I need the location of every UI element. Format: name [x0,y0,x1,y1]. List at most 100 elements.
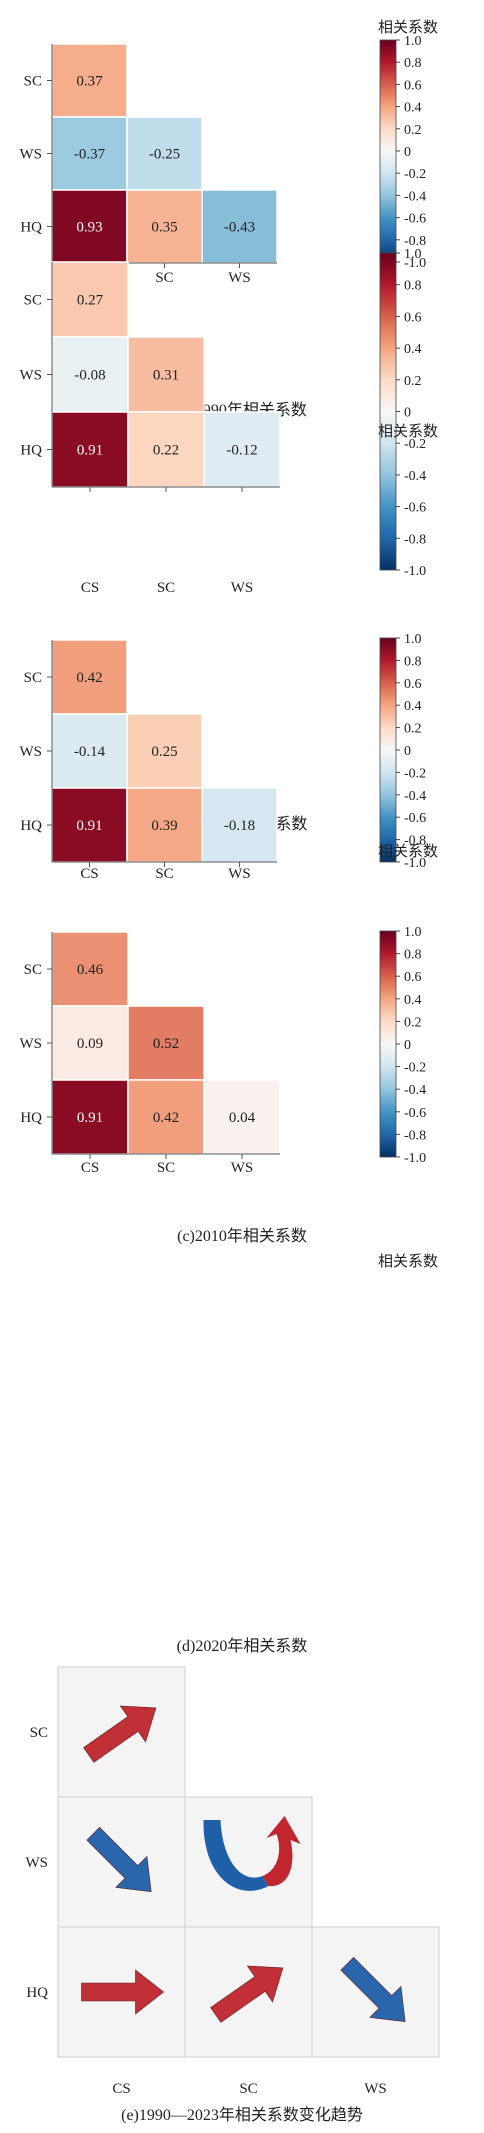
colorbar-tick-label: 0.8 [404,56,422,71]
trend-arrow [83,1705,157,1763]
heatmap-cell [201,189,278,264]
colorbar-title: 相关系数 [378,18,439,36]
trend-arrow-shape [340,1956,406,2023]
x-tick-label: WS [228,270,251,286]
heatmap-plot: 0.27 -0.08 0.31 0.91 0.22 -0.12 SC WS HQ CS SC WS 1.… [20,247,427,596]
x-tick-label: WS [231,580,254,596]
colorbar-title: 相关系数 [378,842,439,860]
cell-value-label: 0.35 [151,220,177,236]
colorbar-tick-label: -1.0 [404,564,426,579]
colorbar-tick-label: 0.8 [404,654,422,669]
colorbar-tick-label: -0.8 [404,234,426,249]
y-tick-label: WS [26,1855,49,1871]
y-tick-label: HQ [20,443,42,459]
cell-value-label: 0.93 [76,220,102,236]
cell-value-label: -0.18 [224,818,255,834]
colorbar-tick-label: 0.4 [404,101,422,116]
heatmap-cell [51,639,128,715]
cell-value-label: 0.37 [76,74,103,90]
colorbar-tick-label: 0.2 [404,123,422,138]
colorbar [379,39,397,263]
colorbar-tick-label: -0.4 [404,789,426,804]
chart-title: (c)2010年相关系数 [177,1228,307,1245]
trend-arrow-shape [81,1969,164,2015]
colorbar-tick-label: -0.2 [404,1061,426,1076]
heatmap-cell [127,1005,205,1081]
colorbar-tick-label: 0.8 [404,948,422,963]
trend-arrow-uturn-down [203,1820,269,1891]
heatmap-cell [51,787,128,863]
heatmap-c: 0.42 -0.14 0.25 0.91 0.39 -0.18 SC WS HQ CS SC WS 1.… [20,632,427,882]
y-tick-label: HQ [20,1110,42,1126]
colorbar [379,930,397,1158]
heatmap-d: 0.46 0.09 0.52 0.91 0.42 0.04 SC WS HQ CS SC WS 1.0 0… [20,925,427,1176]
x-tick-label: SC [155,866,173,882]
colorbar-tick-label: 1.0 [404,632,422,647]
x-tick-label: CS [80,866,98,882]
colorbar-tick-label: 0.6 [404,970,422,985]
cell-value-label: 0.42 [153,1110,179,1126]
cell-value-label: 0.09 [77,1036,103,1052]
y-tick-label: WS [20,147,43,163]
colorbar-tick-label: -0.4 [404,1083,426,1098]
cell-value-label: -0.08 [74,368,105,384]
heatmap-cell [201,787,278,863]
heatmap-b: 0.27 -0.08 0.31 0.91 0.22 -0.12 SC WS HQ CS SC WS 1.… [20,247,427,596]
cell-value-label: 0.27 [77,293,104,309]
x-tick-label: WS [364,2081,387,2097]
cell-value-label: -0.37 [74,147,106,163]
heatmap-cell [51,1005,129,1081]
colorbar-tick-label: 0.8 [404,279,422,294]
colorbar-tick-label: 0.4 [404,342,422,357]
cell-value-label: 0.91 [76,818,102,834]
heatmap-a: 0.37-0.37-0.250.930.35-0.43SCWSHQCSSCWS1… [20,34,427,286]
colorbar-tick-label: 0.6 [404,310,422,325]
heatmap-cell [126,713,203,789]
colorbar-tick-label: -0.2 [404,766,426,781]
colorbar-tick-label: 0.4 [404,993,422,1008]
cell-value-label: 0.46 [77,962,104,978]
heatmap-cell [51,931,129,1007]
x-tick-label: SC [155,270,173,286]
colorbar-tick-label: 0.6 [404,677,422,692]
colorbar-tick-label: 0 [404,1038,411,1053]
colorbar-title: 相关系数 [378,422,439,440]
colorbar-title: 相关系数 [378,1252,439,1270]
cell-value-label: 0.42 [76,670,102,686]
colorbar-tick-label: 0 [404,145,411,160]
colorbar [379,252,397,571]
x-tick-label: SC [157,1160,175,1176]
trend-arrow-shape [83,1705,157,1763]
heatmap-cell [126,116,203,191]
colorbar-tick-label: -0.8 [404,532,426,547]
x-tick-label: CS [81,1160,99,1176]
heatmap-cell [51,43,128,118]
colorbar-tick-label: -0.4 [404,189,426,204]
heatmap-plot: 0.46 0.09 0.52 0.91 0.42 0.04 SC WS HQ CS SC WS 1.0 0… [20,925,427,1176]
trend-grid: SC WS HQ CS SC WS [26,1666,440,2097]
colorbar-tick-label: 0 [404,744,411,759]
trend-title: (e)1990—2023年相关系数变化趋势 [121,2107,363,2124]
heatmap-cell [127,411,205,488]
heatmap-cell [51,336,129,413]
heatmap-plot: 0.42 -0.14 0.25 0.91 0.39 -0.18 SC WS HQ CS SC WS 1.… [20,632,427,882]
x-tick-label: SC [239,2081,257,2097]
x-tick-label: SC [157,580,175,596]
x-tick-label: CS [112,2081,130,2097]
trend-arrow-uturn-up [262,1816,301,1887]
colorbar-tick-label: -1.0 [404,256,426,271]
cell-value-label: 0.25 [151,744,177,760]
colorbar-tick-label: -0.8 [404,1128,426,1143]
trend-arrow [86,1826,152,1893]
heatmap-plot: 0.37-0.37-0.250.930.35-0.43SCWSHQCSSCWS1… [20,34,427,286]
colorbar-tick-label: -0.6 [404,1106,426,1121]
y-tick-label: HQ [26,1985,48,2001]
trend-arrow-grid: SC WS HQ CS SC WS [26,1666,440,2097]
cell-value-label: 0.39 [151,818,177,834]
colorbar-tick-label: -0.2 [404,437,426,452]
cell-value-label: -0.25 [149,147,180,163]
colorbar-tick-label: -0.6 [404,212,426,227]
cell-value-label: -0.14 [74,744,106,760]
colorbar [379,637,397,863]
trend-arrow [340,1956,406,2023]
